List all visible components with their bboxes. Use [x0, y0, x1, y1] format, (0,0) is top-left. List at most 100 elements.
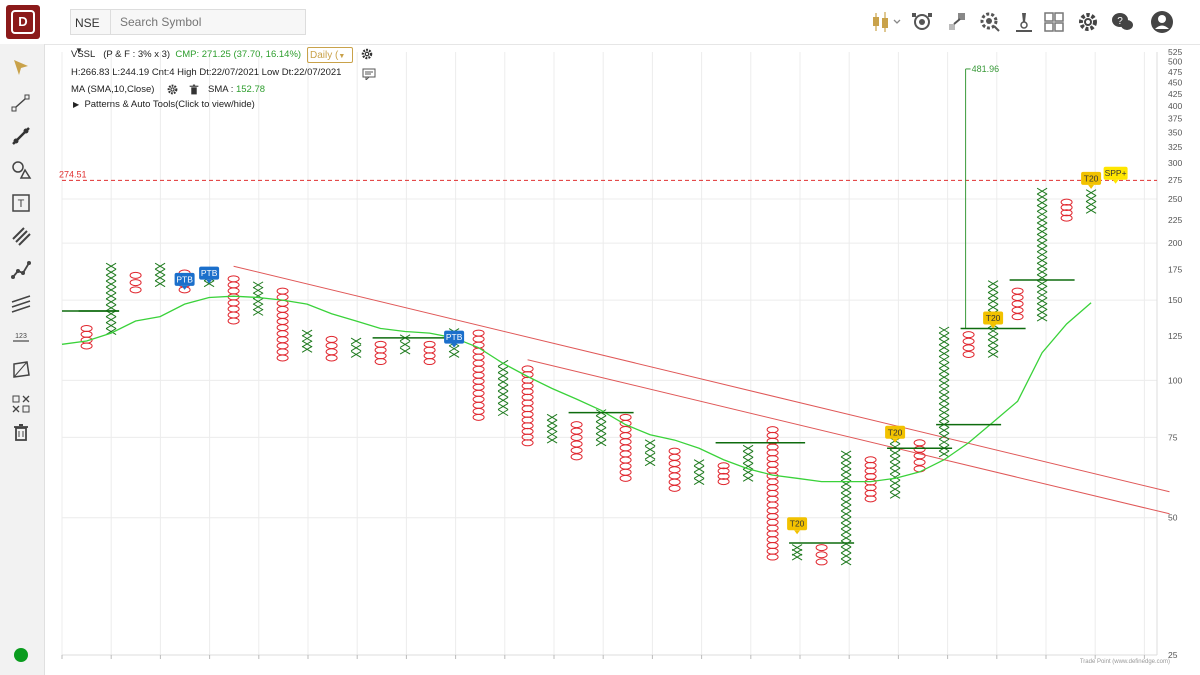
measure-tool-icon[interactable]: 123: [10, 326, 32, 348]
cursor-arrow-icon[interactable]: [10, 57, 32, 79]
chart-params: (P & F : 3% x 3): [103, 49, 171, 60]
o-box: [619, 444, 632, 452]
x-box: [1085, 201, 1097, 208]
signal-tag-sppplus[interactable]: SPP+: [1103, 166, 1128, 184]
scanner-icon[interactable]: [1012, 10, 1036, 34]
x-column: [546, 413, 558, 444]
o-box: [80, 342, 93, 350]
signal-tag-t20[interactable]: T20: [885, 425, 906, 443]
top-toolbar: D NSE ▼ ?: [0, 0, 1200, 55]
symbol-header: VSSL (P & F : 3% x 3) CMP: 271.25 (37.70…: [71, 49, 301, 60]
o-box: [717, 472, 730, 480]
x-box: [693, 465, 705, 473]
x-box: [938, 403, 950, 411]
x-column: [1085, 189, 1097, 214]
x-box: [301, 329, 313, 337]
signal-tag-t20[interactable]: T20: [787, 517, 808, 535]
o-box: [129, 286, 142, 294]
x-box: [1036, 303, 1048, 310]
line-tool-icon[interactable]: [10, 92, 32, 114]
x-box: [938, 332, 950, 340]
x-box: [889, 485, 901, 493]
comment-icon[interactable]: [362, 68, 376, 80]
x-box: [742, 444, 754, 452]
x-box: [840, 516, 852, 524]
x-box: [1036, 291, 1048, 299]
ma-delete-trash-icon[interactable]: [188, 83, 200, 96]
help-chat-icon[interactable]: ?: [1110, 10, 1134, 34]
signal-tag-t20[interactable]: T20: [983, 311, 1004, 329]
signal-tag-ptb[interactable]: PTB: [174, 272, 195, 290]
x-box: [1036, 210, 1048, 218]
app-logo[interactable]: D: [6, 5, 40, 39]
o-box: [521, 382, 534, 390]
o-box: [962, 344, 975, 352]
o-box: [1011, 306, 1024, 314]
channel-tool-icon[interactable]: [10, 292, 32, 314]
x-box: [840, 498, 852, 506]
o-box: [766, 449, 779, 457]
x-box: [1036, 222, 1048, 230]
signal-tag-pointer: [451, 343, 458, 348]
x-box: [938, 361, 950, 369]
o-box: [766, 518, 779, 526]
exchange-selector[interactable]: NSE ▼: [70, 9, 110, 55]
x-box: [105, 262, 117, 270]
signal-tag-box: [174, 272, 195, 286]
o-box: [766, 478, 779, 486]
gear-icon[interactable]: [1076, 10, 1100, 34]
x-column: [154, 262, 166, 288]
x-box: [497, 384, 509, 392]
o-box: [668, 472, 681, 480]
layout-grid-icon[interactable]: [1042, 10, 1066, 34]
search-input[interactable]: [110, 9, 306, 35]
signal-tag-ptb[interactable]: PTB: [444, 330, 465, 348]
fibonacci-tool-icon[interactable]: [10, 225, 32, 247]
pf-chart[interactable]: 25 50 75 100 125 150 175 200 225 250 275 300 325 350 3…: [44, 44, 1200, 675]
x-box: [840, 546, 852, 554]
ma-settings-gear-icon[interactable]: [166, 83, 179, 96]
signal-tag-ptb[interactable]: PTB: [199, 266, 220, 284]
user-avatar-icon[interactable]: [1150, 10, 1174, 34]
o-box: [227, 275, 240, 283]
o-box: [668, 453, 681, 461]
candlestick-chart-icon[interactable]: [870, 10, 904, 34]
x-box: [1036, 308, 1048, 316]
trash-icon[interactable]: [10, 421, 32, 443]
x-box: [448, 351, 460, 358]
x-box: [840, 462, 852, 470]
chart-settings-gear-icon[interactable]: [360, 47, 374, 61]
o-box: [325, 342, 338, 350]
x-box: [546, 436, 558, 444]
expand-icon[interactable]: [945, 10, 969, 34]
o-box: [276, 324, 289, 332]
patterns-toggle[interactable]: ▶ Patterns & Auto Tools(Click to view/hi…: [73, 99, 255, 110]
o-box: [766, 484, 779, 492]
text-tool-icon[interactable]: T: [10, 192, 32, 214]
o-box: [766, 530, 779, 538]
x-box: [1085, 189, 1097, 197]
pattern-tool-icon[interactable]: [10, 259, 32, 281]
ma-label: MA (SMA,10,Close): [71, 84, 155, 95]
signal-tag-pointer: [206, 279, 213, 284]
y-tick-label: 500: [1168, 57, 1182, 67]
x-box: [938, 326, 950, 334]
y-tick-label: 150: [1168, 295, 1182, 305]
signal-tag-t20[interactable]: T20: [1081, 171, 1102, 189]
timeframe-select[interactable]: Daily (▼: [307, 47, 353, 63]
snapshot-icon[interactable]: [910, 10, 934, 34]
x-box: [497, 409, 509, 417]
trendline-tool-icon[interactable]: [10, 125, 32, 147]
y-tick-label: 375: [1168, 114, 1182, 124]
x-box: [644, 452, 656, 460]
symbol-name[interactable]: VSSL: [71, 49, 96, 60]
x-box: [595, 421, 607, 429]
x-box: [987, 351, 999, 358]
x-column: [791, 544, 803, 561]
settings-search-icon[interactable]: [978, 10, 1002, 34]
shapes-tool-icon[interactable]: [10, 159, 32, 181]
polygon-tool-icon[interactable]: [10, 359, 32, 381]
o-column: [325, 335, 338, 362]
hide-drawings-icon[interactable]: [10, 393, 32, 415]
x-box: [693, 471, 705, 479]
